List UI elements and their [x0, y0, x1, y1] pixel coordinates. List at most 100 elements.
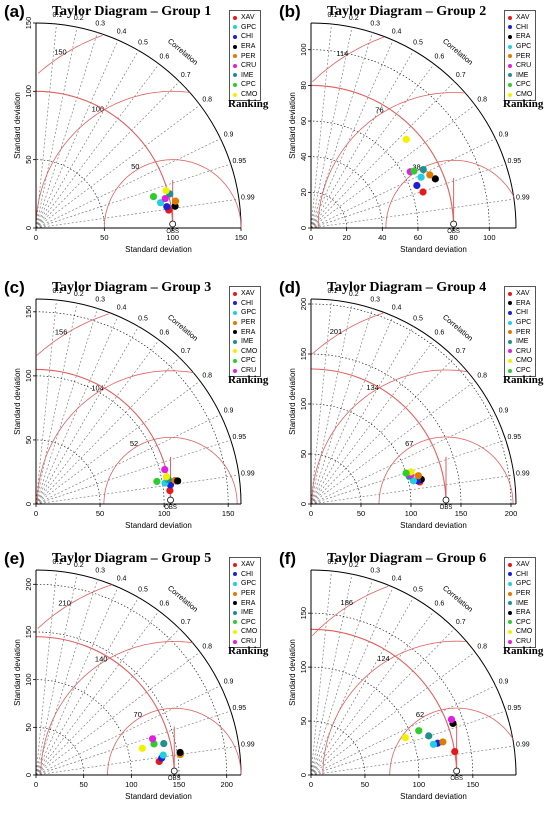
model-point-gpc [156, 199, 165, 207]
correlation-line [35, 308, 98, 505]
correlation-tick-label: 0.9 [224, 408, 234, 415]
legend-marker [508, 63, 512, 68]
model-point-xav [166, 486, 174, 495]
legend-marker [233, 44, 237, 49]
rms-label: 76 [375, 106, 383, 115]
correlation-tick-label: 0.2 [349, 15, 359, 22]
x-tick-label: 100 [158, 509, 171, 518]
obs-label: OBS [168, 776, 181, 782]
model-point-ime [160, 739, 168, 748]
x-tick-label: 50 [357, 509, 365, 518]
legend-item-cmo: CMO [233, 347, 257, 357]
rms-arc [312, 586, 389, 636]
sd-arc [35, 631, 180, 776]
y-tick-label: 100 [299, 398, 308, 411]
model-point-xav [419, 188, 427, 196]
legend-item-chi: CHI [508, 570, 532, 580]
legend-marker [508, 572, 512, 577]
x-tick-label: 100 [413, 780, 426, 789]
legend-item-chi: CHI [508, 23, 532, 33]
correlation-tick-label: 0.99 [241, 471, 255, 478]
obs-label: OBS [164, 505, 177, 511]
legend-marker [233, 639, 237, 644]
legend-label: IME [516, 599, 529, 607]
legend-item-cru: CRU [233, 637, 257, 647]
x-tick-label: 200 [220, 780, 233, 789]
legend-label: CPC [241, 618, 256, 626]
panel-title: Taylor Diagram – Group 2 [327, 4, 487, 19]
legend-marker [233, 562, 237, 567]
y-tick-label: 0 [24, 502, 33, 506]
legend-item-chi: CHI [233, 299, 257, 309]
x-tick-label: 100 [483, 233, 496, 242]
x-tick-label: 50 [361, 780, 369, 789]
rms-arc [40, 641, 193, 775]
legend-label: CRU [241, 62, 257, 70]
legend-marker [508, 581, 512, 586]
legend-label: CPC [516, 618, 531, 626]
legend-item-cmo: CMO [508, 90, 532, 100]
legend-marker [233, 310, 237, 315]
correlation-tick-label: 0.9 [224, 679, 234, 686]
legend-item-cpc: CPC [233, 356, 257, 366]
correlation-tick-label: 0.95 [232, 434, 246, 441]
y-tick-label: 80 [299, 81, 308, 89]
rms-label: 62 [416, 710, 424, 719]
model-point-gpc [429, 740, 438, 748]
correlation-tick-label: 0.5 [138, 587, 148, 594]
sd-arc [310, 612, 474, 776]
correlation-line [35, 651, 201, 776]
correlation-line [310, 586, 394, 776]
y-tick-label: 60 [299, 117, 308, 125]
correlation-tick-label: 0.7 [456, 348, 466, 355]
ranking-label: Ranking [503, 98, 544, 110]
legend-marker [508, 44, 512, 49]
correlation-tick-label: 0.8 [477, 96, 487, 103]
model-point-cru [447, 715, 456, 724]
correlation-line [35, 163, 231, 229]
x-tick-label: 80 [449, 233, 457, 242]
legend-marker [508, 320, 512, 325]
correlation-tick-label: 0.95 [232, 158, 246, 165]
correlation-line [35, 579, 98, 776]
x-axis-title: Standard deviation [400, 245, 467, 254]
ranking-label: Ranking [228, 645, 269, 657]
y-tick-label: 200 [299, 298, 308, 311]
legend-marker [508, 301, 512, 306]
legend-item-gpc: GPC [508, 42, 532, 52]
x-tick-label: 150 [222, 509, 235, 518]
model-point-ime [419, 165, 427, 174]
legend-marker [233, 572, 237, 577]
rms-label: 134 [366, 383, 379, 392]
model-point-xav [451, 747, 459, 756]
legend-label: GPC [516, 580, 532, 588]
sd-arc [310, 403, 412, 505]
legend-item-cru: CRU [508, 61, 532, 71]
legend-item-era: ERA [508, 299, 532, 309]
correlation-line [310, 651, 476, 776]
sd-arc [35, 439, 101, 505]
correlation-axis-label: Correlation [166, 36, 200, 66]
correlation-tick-label: 0.4 [117, 305, 127, 312]
obs-label: OBS [450, 776, 463, 782]
correlation-tick-label: 0.9 [499, 132, 509, 139]
legend-label: GPC [516, 319, 532, 327]
correlation-tick-label: 0.6 [435, 601, 445, 608]
correlation-line [310, 579, 373, 776]
ranking-label: Ranking [228, 98, 269, 110]
legend-label: CRU [241, 638, 257, 646]
legend-label: IME [516, 338, 529, 346]
obs-point [450, 220, 458, 228]
obs-arc [310, 84, 455, 229]
x-tick-label: 0 [309, 509, 313, 518]
rms-label: 38 [412, 162, 420, 171]
correlation-tick-label: 0.6 [160, 54, 170, 61]
legend-item-cpc: CPC [233, 80, 257, 90]
legend-item-per: PER [233, 318, 257, 328]
panel-title: Taylor Diagram – Group 3 [52, 280, 212, 295]
legend-item-cmo: CMO [233, 627, 257, 637]
correlation-tick-label: 0.2 [74, 15, 84, 22]
legend-marker [233, 63, 237, 68]
rms-label: 201 [330, 327, 343, 336]
legend-label: ERA [241, 599, 256, 607]
